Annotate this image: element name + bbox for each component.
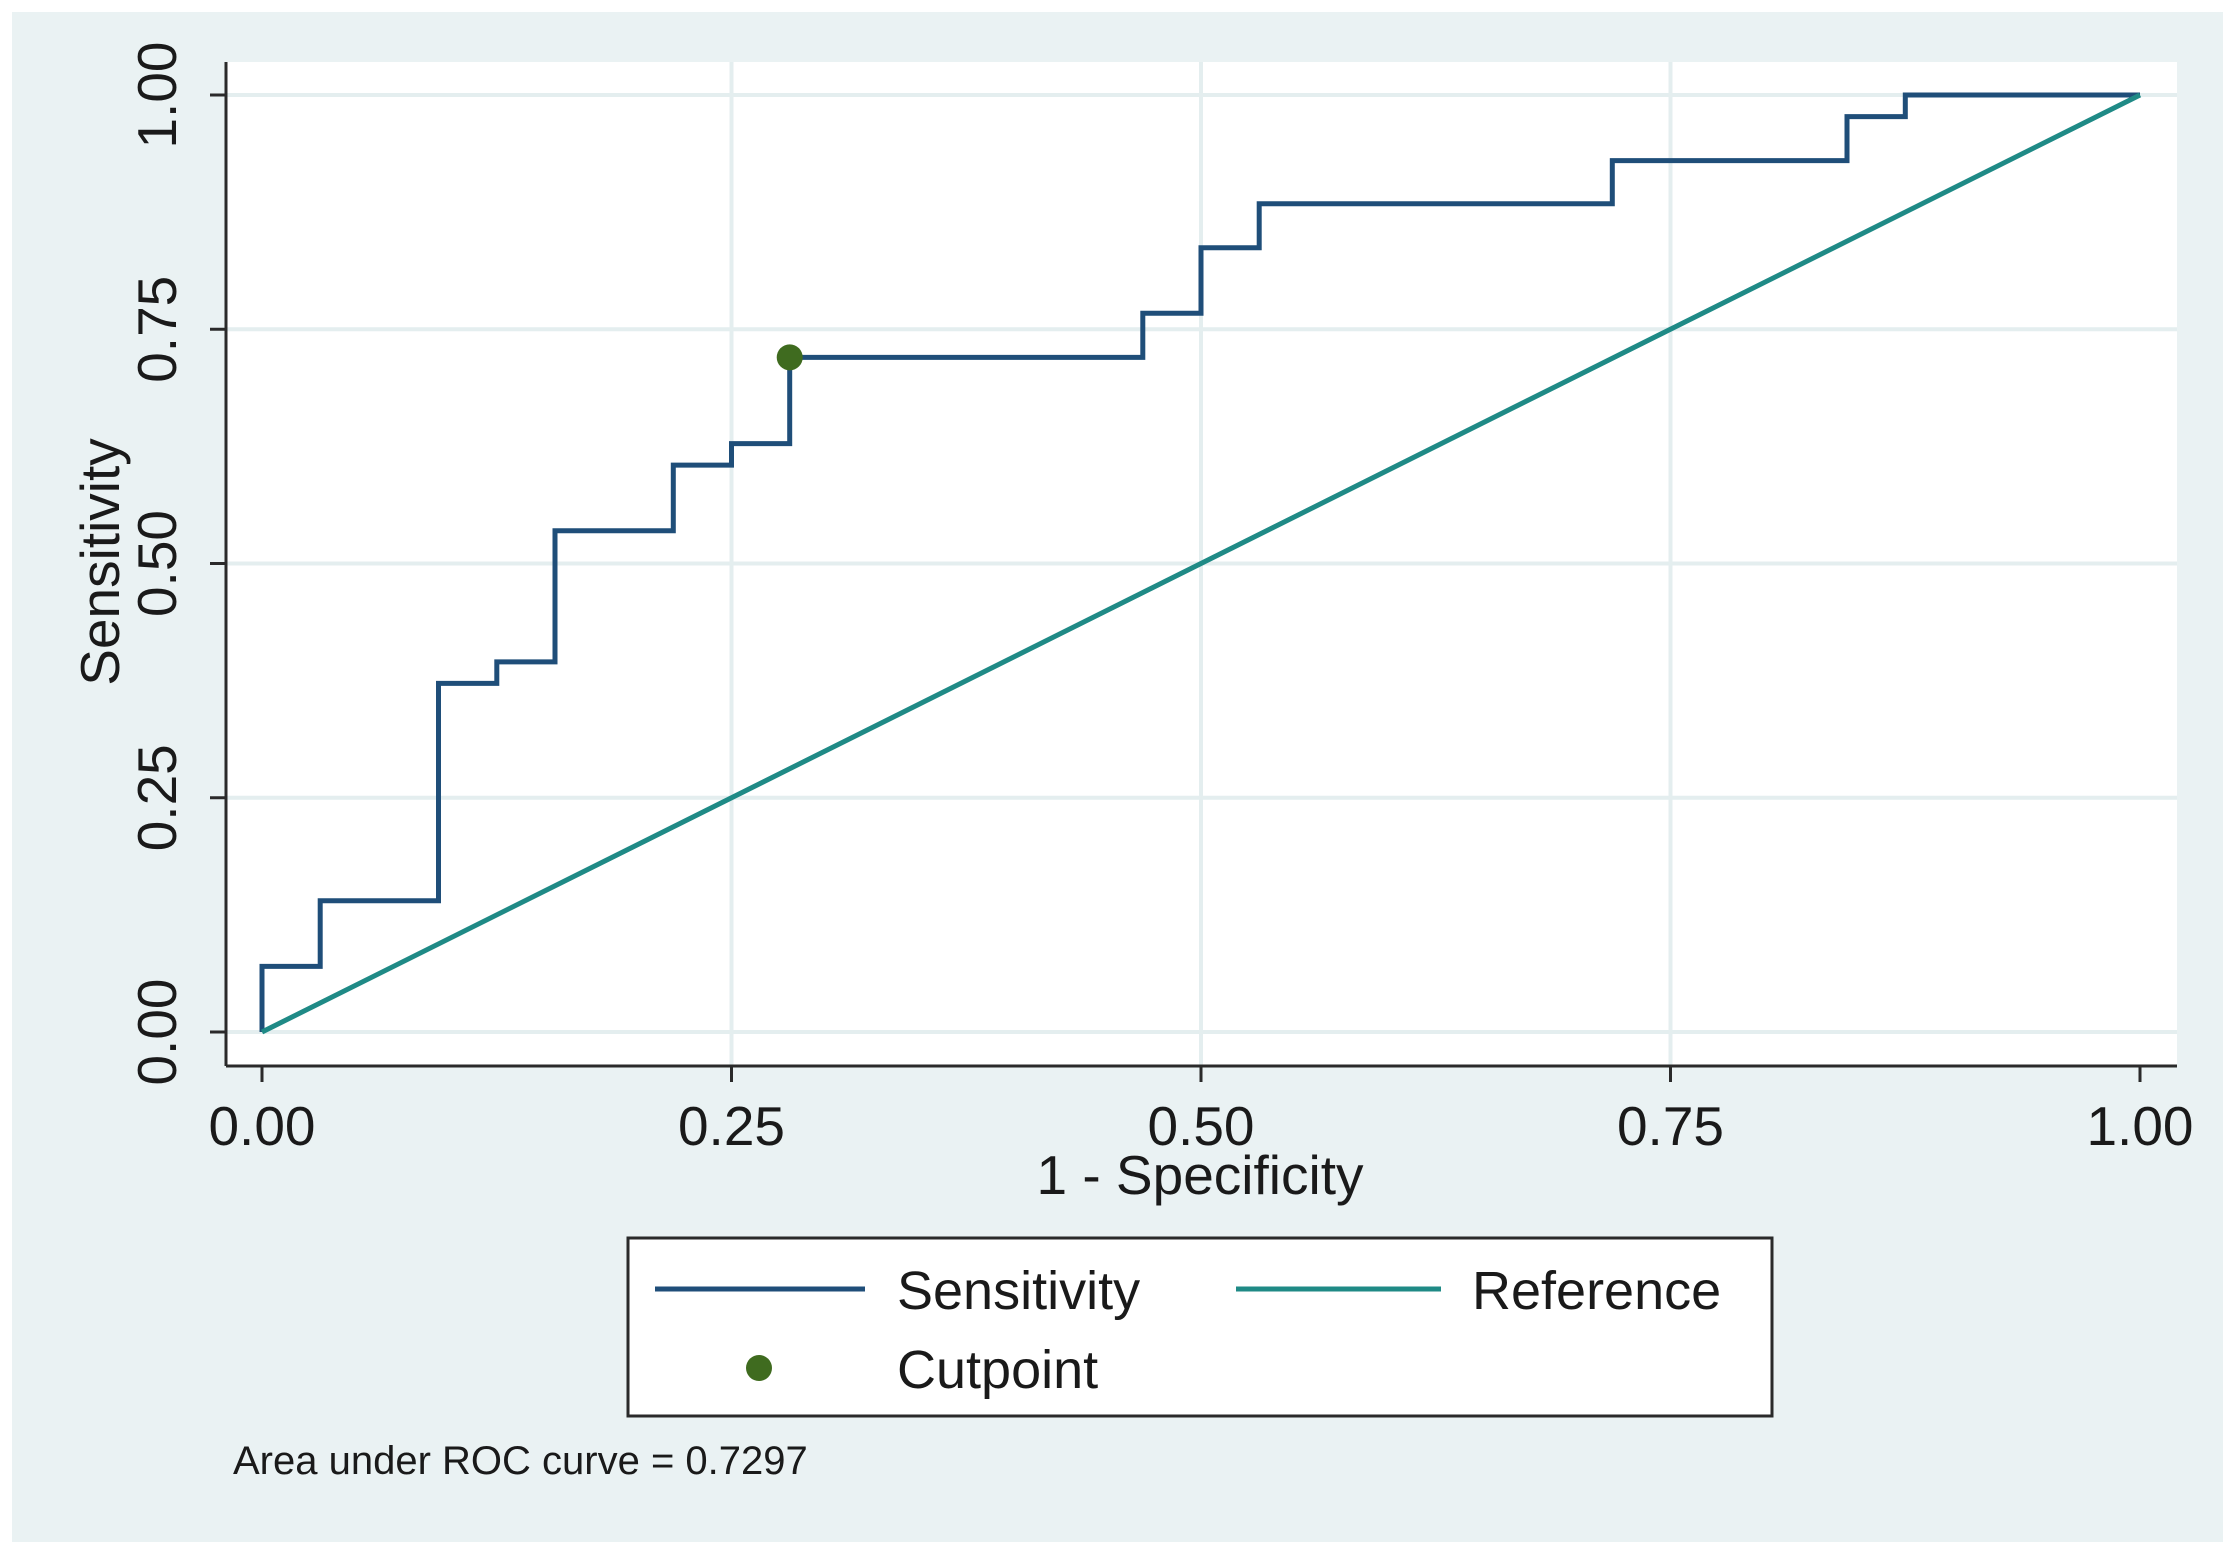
legend-label-sensitivity: Sensitivity — [897, 1261, 1140, 1321]
y-axis-title: Sensitivity — [69, 438, 131, 686]
x-axis-title: 1 - Specificity — [1036, 1144, 1364, 1206]
reference-line — [260, 92, 2142, 1035]
x-tick-label: 0.00 — [208, 1095, 315, 1157]
legend-key-cutpoint — [746, 1355, 772, 1381]
y-tick-label: 1.00 — [126, 41, 188, 148]
x-tick-label: 0.25 — [678, 1095, 785, 1157]
legend-box — [626, 1236, 1774, 1418]
series — [259, 92, 2142, 1035]
x-tick-label: 0.50 — [1147, 1095, 1254, 1157]
legend-label-cutpoint: Cutpoint — [897, 1340, 1098, 1400]
auc-note: Area under ROC curve = 0.7297 — [233, 1439, 808, 1483]
legend: Sensitivity Reference Cutpoint — [626, 1236, 1774, 1418]
x-tick-label: 0.75 — [1617, 1095, 1724, 1157]
legend-label-reference: Reference — [1472, 1261, 1721, 1321]
tick-labels: 0.00 0.25 0.50 0.75 1.00 0.00 0.25 0.50 0.75 1.00 — [126, 41, 2194, 1157]
y-tick-label: 0.25 — [126, 744, 188, 851]
y-tick-label: 0.00 — [126, 978, 188, 1085]
sensitivity-step-line — [259, 92, 2140, 1032]
gridlines — [226, 62, 2177, 1066]
y-tick-label: 0.75 — [126, 276, 188, 383]
y-tick-label: 0.50 — [126, 510, 188, 617]
axes — [210, 62, 2177, 1082]
x-tick-label: 1.00 — [2086, 1095, 2193, 1157]
cutpoint-marker — [776, 344, 803, 371]
